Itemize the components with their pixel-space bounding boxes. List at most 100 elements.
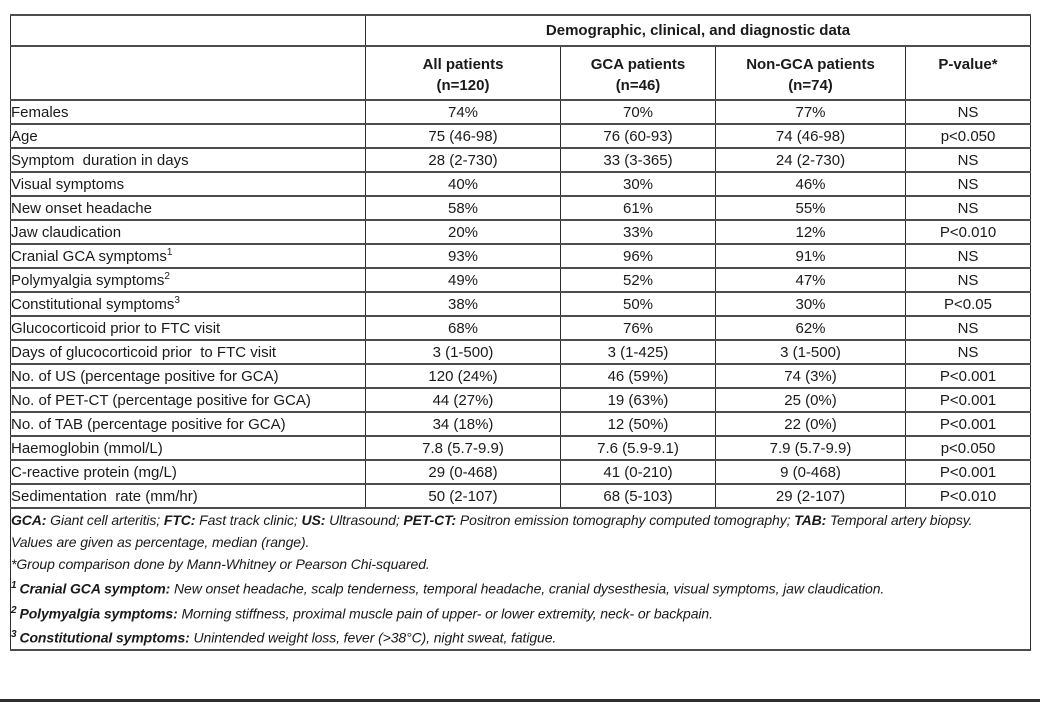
non-gca-patients-cell: 25 (0%) [715, 387, 906, 413]
row-label: Haemoglobin (mmol/L) [11, 439, 163, 457]
footnote-term: Constitutional symptoms: [19, 629, 190, 646]
p-value-cell: p<0.050 [904, 123, 1032, 149]
row-label-cell: New onset headache [10, 195, 366, 221]
row-label-cell: Polymyalgia symptoms2 [10, 267, 366, 293]
non-gca-patients-cell: 24 (2-730) [715, 147, 906, 173]
table-title-row: Demographic, clinical, and diagnostic da… [10, 14, 1032, 47]
gca-patients-cell: 41 (0-210) [560, 459, 716, 485]
abbr-def: Ultrasound; [325, 512, 404, 528]
row-label: Symptom duration in days [11, 151, 189, 169]
p-value-cell: NS [904, 147, 1032, 173]
table-row: Haemoglobin (mmol/L) 7.8 (5.7-9.9) 7.6 (5.… [10, 435, 1032, 461]
all-patients-cell: 28 (2-730) [365, 147, 561, 173]
row-label-cell: Haemoglobin (mmol/L) [10, 435, 366, 461]
row-label-cell: No. of PET-CT (percentage positive for G… [10, 387, 366, 413]
p-value-cell: NS [904, 267, 1032, 293]
bottom-rule [0, 699, 1040, 702]
column-header-row: All patients (n=120) GCA patients (n=46)… [10, 45, 1032, 101]
abbr-term: FTC: [163, 512, 196, 528]
table-title: Demographic, clinical, and diagnostic da… [364, 14, 1032, 47]
all-patients-cell: 34 (18%) [365, 411, 561, 437]
footnote-cranial-gca: 1 Cranial GCA symptom: New onset headache… [11, 575, 1030, 600]
row-label: Constitutional symptoms [11, 296, 175, 313]
row-label: Visual symptoms [11, 175, 125, 193]
p-value-cell: P<0.001 [904, 411, 1032, 437]
non-gca-patients-cell: 74 (3%) [715, 363, 906, 389]
abbr-def: Positron emission tomography computed to… [456, 512, 795, 528]
all-patients-cell: 44 (27%) [365, 387, 561, 413]
abbr-def: Giant cell arteritis; [46, 512, 164, 528]
non-gca-patients-cell: 77% [715, 99, 906, 125]
footnote-def: New onset headache, scalp tenderness, te… [170, 580, 885, 597]
row-label: No. of US (percentage positive for GCA) [11, 367, 279, 385]
gca-patients-cell: 3 (1-425) [560, 339, 716, 365]
footnote-marker: 1 [166, 247, 173, 258]
table-row: Age 75 (46-98) 76 (60-93) 74 (46-98) p<0.050 [10, 123, 1032, 149]
table-row: Days of glucocorticoid prior to FTC visi… [10, 339, 1032, 365]
gca-patients-cell: 30% [560, 171, 716, 197]
non-gca-patients-cell: 46% [715, 171, 906, 197]
gca-patients-cell: 7.6 (5.9-9.1) [560, 435, 716, 461]
gca-patients-cell: 76 (60-93) [560, 123, 716, 149]
footnote-marker: 3 [174, 295, 180, 306]
table-row: C-reactive protein (mg/L) 29 (0-468) 41 (0… [10, 459, 1032, 485]
p-value-cell: NS [904, 315, 1032, 341]
row-label-cell: Visual symptoms [10, 171, 366, 197]
empty-header-cell [10, 45, 366, 101]
footnote-constitutional: 3 Constitutional symptoms: Unintended wei… [11, 624, 1030, 649]
row-label-cell: Days of glucocorticoid prior to FTC visi… [10, 339, 366, 365]
non-gca-patients-cell: 30% [715, 291, 906, 317]
abbr-term: TAB: [794, 512, 827, 528]
row-label-cell: Symptom duration in days [10, 147, 366, 173]
table-row: No. of PET-CT (percentage positive for G… [10, 387, 1032, 413]
all-patients-cell: 7.8 (5.7-9.9) [365, 435, 561, 461]
non-gca-patients-cell: 22 (0%) [715, 411, 906, 437]
gca-patients-cell: 12 (50%) [560, 411, 716, 437]
p-value-cell: P<0.010 [904, 483, 1032, 509]
all-patients-cell: 20% [365, 219, 561, 245]
col-header-name: P-value* [938, 56, 998, 73]
table-row: Sedimentation rate (mm/hr) 50 (2-107) 68 (… [10, 483, 1032, 509]
table-row: Jaw claudication 20% 33% 12% P<0.010 [10, 219, 1032, 245]
p-value-cell: P<0.001 [904, 459, 1032, 485]
abbr-term: PET-CT: [403, 512, 457, 528]
non-gca-patients-cell: 55% [715, 195, 906, 221]
abbr-term: GCA: [11, 512, 47, 528]
footnotes-block: GCA: Giant cell arteritis; FTC: Fast tra… [9, 507, 1032, 651]
table-body: Females 74% 70% 77% NS Age 75 (46-98) 76 (60-93… [10, 99, 1032, 509]
p-value-cell: NS [904, 339, 1032, 365]
footnote-marker: 1 [11, 580, 17, 591]
all-patients-cell: 74% [365, 99, 561, 125]
non-gca-patients-cell: 7.9 (5.7-9.9) [715, 435, 906, 461]
row-label-cell: Jaw claudication [10, 219, 366, 245]
footnote-abbreviations: GCA: Giant cell arteritis; FTC: Fast tra… [11, 509, 1030, 531]
non-gca-patients-cell: 29 (2-107) [715, 483, 906, 509]
row-label-cell: No. of US (percentage positive for GCA) [10, 363, 366, 389]
all-patients-cell: 38% [365, 291, 561, 317]
p-value-cell: P<0.05 [904, 291, 1032, 317]
col-header-gca-patients: GCA patients (n=46) [560, 45, 716, 101]
row-label: Jaw claudication [11, 223, 122, 241]
col-header-p-value: P-value* [904, 45, 1032, 101]
non-gca-patients-cell: 12% [715, 219, 906, 245]
footnote-term: Cranial GCA symptom: [19, 580, 171, 597]
abbr-term: US: [301, 512, 326, 528]
non-gca-patients-cell: 3 (1-500) [715, 339, 906, 365]
all-patients-cell: 40% [365, 171, 561, 197]
p-value-cell: NS [904, 171, 1032, 197]
p-value-cell: NS [904, 99, 1032, 125]
row-label: Cranial GCA symptoms [11, 248, 167, 265]
gca-patients-cell: 50% [560, 291, 716, 317]
gca-patients-cell: 52% [560, 267, 716, 293]
col-header-name: All patients [422, 56, 504, 73]
col-header-non-gca-patients: Non-GCA patients (n=74) [715, 45, 906, 101]
col-header-n: (n=74) [788, 77, 833, 94]
all-patients-cell: 29 (0-468) [365, 459, 561, 485]
p-value-cell: NS [904, 195, 1032, 221]
table-row: Cranial GCA symptoms1 93% 96% 91% NS [10, 243, 1032, 269]
p-value-cell: P<0.001 [904, 387, 1032, 413]
row-label: No. of PET-CT (percentage positive for G… [11, 391, 311, 409]
row-label-cell: C-reactive protein (mg/L) [10, 459, 366, 485]
row-label: No. of TAB (percentage positive for GCA) [11, 415, 286, 433]
